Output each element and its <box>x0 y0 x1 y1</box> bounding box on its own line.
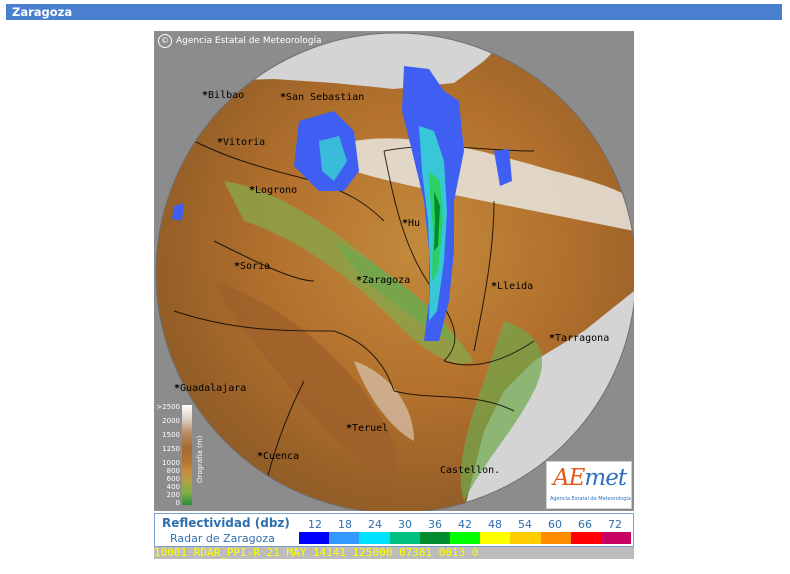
station-title: Zaragoza <box>12 5 73 19</box>
orography-level: 1500 <box>162 431 180 439</box>
orography-title: Orografía (m) <box>196 435 204 483</box>
legend-tick: 36 <box>428 518 442 531</box>
copyright-icon: © <box>158 34 172 48</box>
status-bar: 10001 RDAR_PPI-R 21 MAY 14141 125000 073… <box>154 547 634 559</box>
radar-map-graphic <box>154 31 634 511</box>
legend-tick: 42 <box>458 518 472 531</box>
teruel-highlands <box>354 361 414 441</box>
orography-level: 600 <box>166 475 180 483</box>
orography-scale-labels: >2500 2000 1500 1250 1000 800 600 400 20… <box>156 403 180 508</box>
legend-tick: 48 <box>488 518 502 531</box>
legend-swatch <box>449 532 481 544</box>
ebro-valley <box>224 181 474 364</box>
orography-scale: >2500 2000 1500 1250 1000 800 600 400 20… <box>156 403 204 508</box>
legend-swatch <box>570 532 601 544</box>
legend-tick: 12 <box>308 518 322 531</box>
legend-tick: 18 <box>338 518 352 531</box>
legend-swatch <box>510 532 541 544</box>
city-label: *Zaragoza <box>356 275 411 286</box>
radar-map: © Agencia Estatal de Meteorología *Bilba… <box>154 31 634 511</box>
aemet-logo: AEmet Agencia Estatal de Meteorología <box>546 461 632 509</box>
orography-level: >2500 <box>156 403 180 411</box>
status-text: 10001 RDAR_PPI-R 21 MAY 14141 125000 073… <box>154 547 479 559</box>
legend-swatch <box>359 532 390 544</box>
city-label: *Lleida <box>491 281 534 292</box>
orography-level: 0 <box>175 499 180 507</box>
legend-tick: 30 <box>398 518 412 531</box>
legend-tick: 66 <box>578 518 592 531</box>
echo-northeast <box>494 149 512 186</box>
radar-echoes <box>172 66 512 341</box>
reflectivity-legend: Reflectividad (dbz) Radar de Zaragoza 12… <box>154 513 634 547</box>
legend-tick: 72 <box>608 518 622 531</box>
aemet-logo-subtitle: Agencia Estatal de Meteorología <box>550 496 631 502</box>
city-label: *Bilbao <box>202 90 245 101</box>
orography-level: 800 <box>166 467 180 475</box>
radar-range-ring <box>155 32 634 511</box>
station-title-bar: Zaragoza <box>6 4 782 20</box>
copyright-notice: © Agencia Estatal de Meteorología <box>158 34 322 48</box>
orography-level: 1250 <box>162 445 180 453</box>
legend-ticks: 12 18 24 30 36 42 48 54 60 66 72 <box>299 518 631 531</box>
orography-color-bar <box>182 405 192 505</box>
city-label: *Logrono <box>249 185 298 196</box>
orography-level: 2000 <box>162 417 180 425</box>
city-label: *Teruel <box>346 423 389 434</box>
legend-swatch <box>329 532 360 544</box>
city-label: *Soria <box>234 261 271 272</box>
ebro-lowland <box>334 241 454 341</box>
legend-tick: 24 <box>368 518 382 531</box>
echo-west-core <box>319 136 347 181</box>
legend-title: Reflectividad (dbz) <box>162 516 290 530</box>
legend-tick: 60 <box>548 518 562 531</box>
city-label: Castellon. <box>440 465 501 476</box>
legend-subtitle: Radar de Zaragoza <box>170 532 275 545</box>
city-label: *Tarragona <box>549 333 610 344</box>
city-label: *Vitoria <box>217 137 266 148</box>
echo-band-peak <box>434 191 440 251</box>
echo-far-west <box>172 203 184 221</box>
city-label: *San Sebastian <box>280 92 365 103</box>
legend-swatch <box>389 532 420 544</box>
orography-level: 200 <box>166 491 180 499</box>
legend-swatch <box>600 532 632 544</box>
city-label: *Hu <box>402 218 421 229</box>
legend-swatch <box>480 532 511 544</box>
city-label: *Guadalajara <box>174 383 247 394</box>
coastal-plain <box>460 321 543 501</box>
legend-color-swatches <box>299 532 632 544</box>
city-label: *Cuenca <box>257 451 300 462</box>
legend-tick: 54 <box>518 518 532 531</box>
legend-swatch <box>419 532 450 544</box>
orography-level: 400 <box>166 483 180 491</box>
iberian-range <box>214 281 397 481</box>
copyright-text: Agencia Estatal de Meteorología <box>176 36 322 46</box>
legend-swatch <box>299 532 330 544</box>
legend-swatch <box>540 532 571 544</box>
orography-level: 1000 <box>162 459 180 467</box>
aemet-logo-wordmark: AEmet <box>553 465 627 491</box>
